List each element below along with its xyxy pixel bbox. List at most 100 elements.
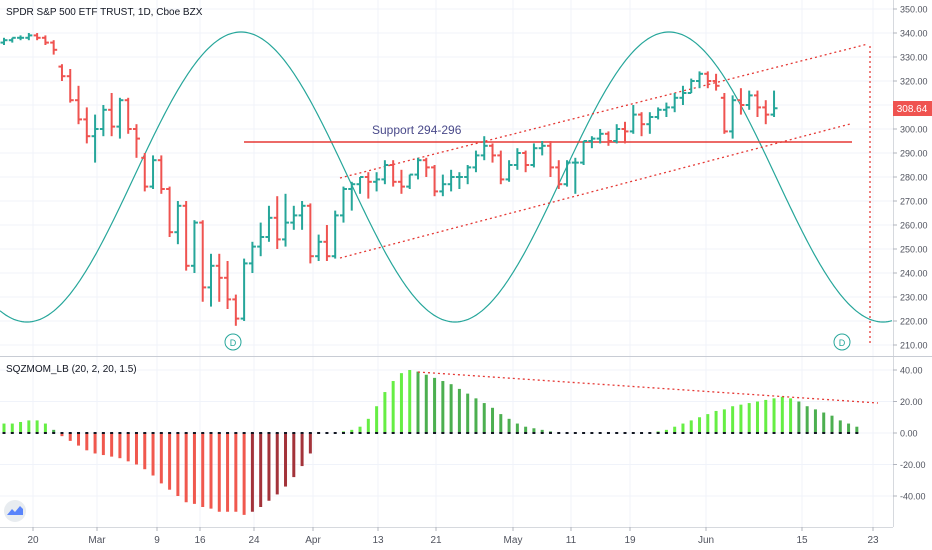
time-tick-label: 19	[624, 535, 636, 546]
price-bar	[762, 100, 770, 125]
momentum-tick-label: -40.00	[900, 492, 926, 502]
support-label: Support 294-296	[372, 123, 462, 137]
price-bar	[182, 201, 190, 271]
price-bar	[364, 172, 372, 199]
momentum-tick-label: 20.00	[900, 397, 923, 407]
price-bar	[621, 121, 629, 144]
momentum-axis[interactable]: 40.00 20.00 0.00 -20.00 -40.00	[893, 366, 926, 502]
price-bar	[613, 124, 621, 144]
price-bar	[439, 174, 447, 197]
channel-upper-line	[339, 43, 869, 179]
price-bar	[671, 93, 679, 113]
time-tick-label: Apr	[305, 535, 321, 546]
cycle-marker-right-label: D	[839, 338, 846, 348]
price-bar	[33, 33, 41, 41]
price-bar	[331, 210, 339, 259]
cycle-sine-curve	[0, 31, 893, 323]
price-bar	[50, 40, 58, 55]
price-bar	[290, 205, 298, 230]
price-bar	[679, 85, 687, 105]
price-bar	[0, 37, 8, 45]
price-bar	[447, 169, 455, 192]
price-tick-label: 220.00	[900, 317, 928, 327]
price-bar	[306, 203, 314, 264]
price-bar	[555, 160, 563, 189]
price-bar	[240, 258, 248, 321]
price-bar	[604, 131, 612, 146]
price-bar	[323, 225, 331, 261]
price-bar	[546, 141, 554, 177]
tradingview-logo-icon[interactable]	[4, 500, 26, 522]
time-tick-label: 13	[372, 535, 384, 546]
price-bar	[207, 253, 215, 307]
price-bar	[215, 253, 223, 302]
price-bar	[99, 105, 107, 137]
price-bar	[273, 196, 281, 249]
price-bar	[563, 160, 571, 187]
price-tick-label: 270.00	[900, 197, 928, 207]
price-bar	[406, 173, 414, 189]
price-tick-label: 230.00	[900, 293, 928, 303]
price-bar	[190, 220, 198, 273]
price-bar	[687, 78, 695, 94]
price-bar	[166, 186, 174, 237]
cycle-marker-right[interactable]: D	[833, 333, 851, 351]
price-tick-label: 320.00	[900, 77, 928, 87]
momentum-histogram	[2, 370, 859, 515]
momentum-divergence-line	[417, 371, 879, 404]
price-bar	[141, 153, 149, 192]
price-tick-label: 250.00	[900, 245, 928, 255]
momentum-tick-label: 40.00	[900, 366, 923, 376]
price-bar	[530, 143, 538, 168]
price-tick-label: 260.00	[900, 221, 928, 231]
price-bar	[356, 176, 364, 194]
time-tick-label: 20	[27, 535, 39, 546]
price-bar	[91, 114, 99, 163]
time-tick-label: Jun	[698, 535, 714, 546]
price-bar	[397, 169, 405, 194]
price-bar	[83, 107, 91, 144]
price-bar	[704, 71, 712, 89]
price-bar	[132, 124, 140, 158]
price-bar	[505, 160, 513, 182]
price-bar	[696, 71, 704, 89]
time-axis[interactable]: 20 Mar 9 16 24 Apr 13 21 May 11 19 Jun 15 23	[27, 527, 879, 546]
price-bar	[629, 105, 637, 134]
price-bar	[489, 143, 497, 163]
price-bar	[373, 172, 381, 192]
price-bar	[315, 234, 323, 261]
cycle-marker-left[interactable]: D	[224, 333, 242, 351]
price-bar	[737, 88, 745, 115]
price-axis[interactable]: 350.00340.00330.00320.00310.00300.00290.…	[893, 0, 928, 527]
price-tick-label: 330.00	[900, 53, 928, 63]
price-bar	[257, 222, 265, 257]
price-bar	[472, 150, 480, 173]
time-tick-label: 21	[430, 535, 442, 546]
time-tick-label: 9	[154, 535, 160, 546]
price-bar	[422, 157, 430, 177]
price-bar	[720, 93, 728, 134]
price-tick-label: 300.00	[900, 125, 928, 135]
price-bar	[513, 148, 521, 170]
price-bar	[729, 95, 737, 139]
price-bar	[248, 241, 256, 273]
price-tick-label: 280.00	[900, 173, 928, 183]
price-bar	[17, 35, 25, 41]
price-bar	[638, 112, 646, 137]
price-bar	[745, 90, 753, 110]
price-bar	[588, 136, 596, 149]
price-bar	[265, 205, 273, 242]
cycle-marker-left-label: D	[230, 338, 237, 348]
time-tick-label: May	[504, 535, 523, 546]
price-bar	[232, 294, 240, 326]
price-bar	[149, 155, 157, 189]
last-price-value: 308.64	[897, 104, 928, 115]
time-tick-label: 16	[194, 535, 206, 546]
price-bar	[464, 165, 472, 185]
price-bar	[480, 136, 488, 161]
price-bars	[0, 33, 778, 326]
indicator-title: SQZMOM_LB (20, 2, 20, 1.5)	[6, 364, 137, 375]
symbol-title: SPDR S&P 500 ETF TRUST, 1D, Cboe BZX	[6, 7, 203, 18]
price-bar	[157, 155, 165, 194]
